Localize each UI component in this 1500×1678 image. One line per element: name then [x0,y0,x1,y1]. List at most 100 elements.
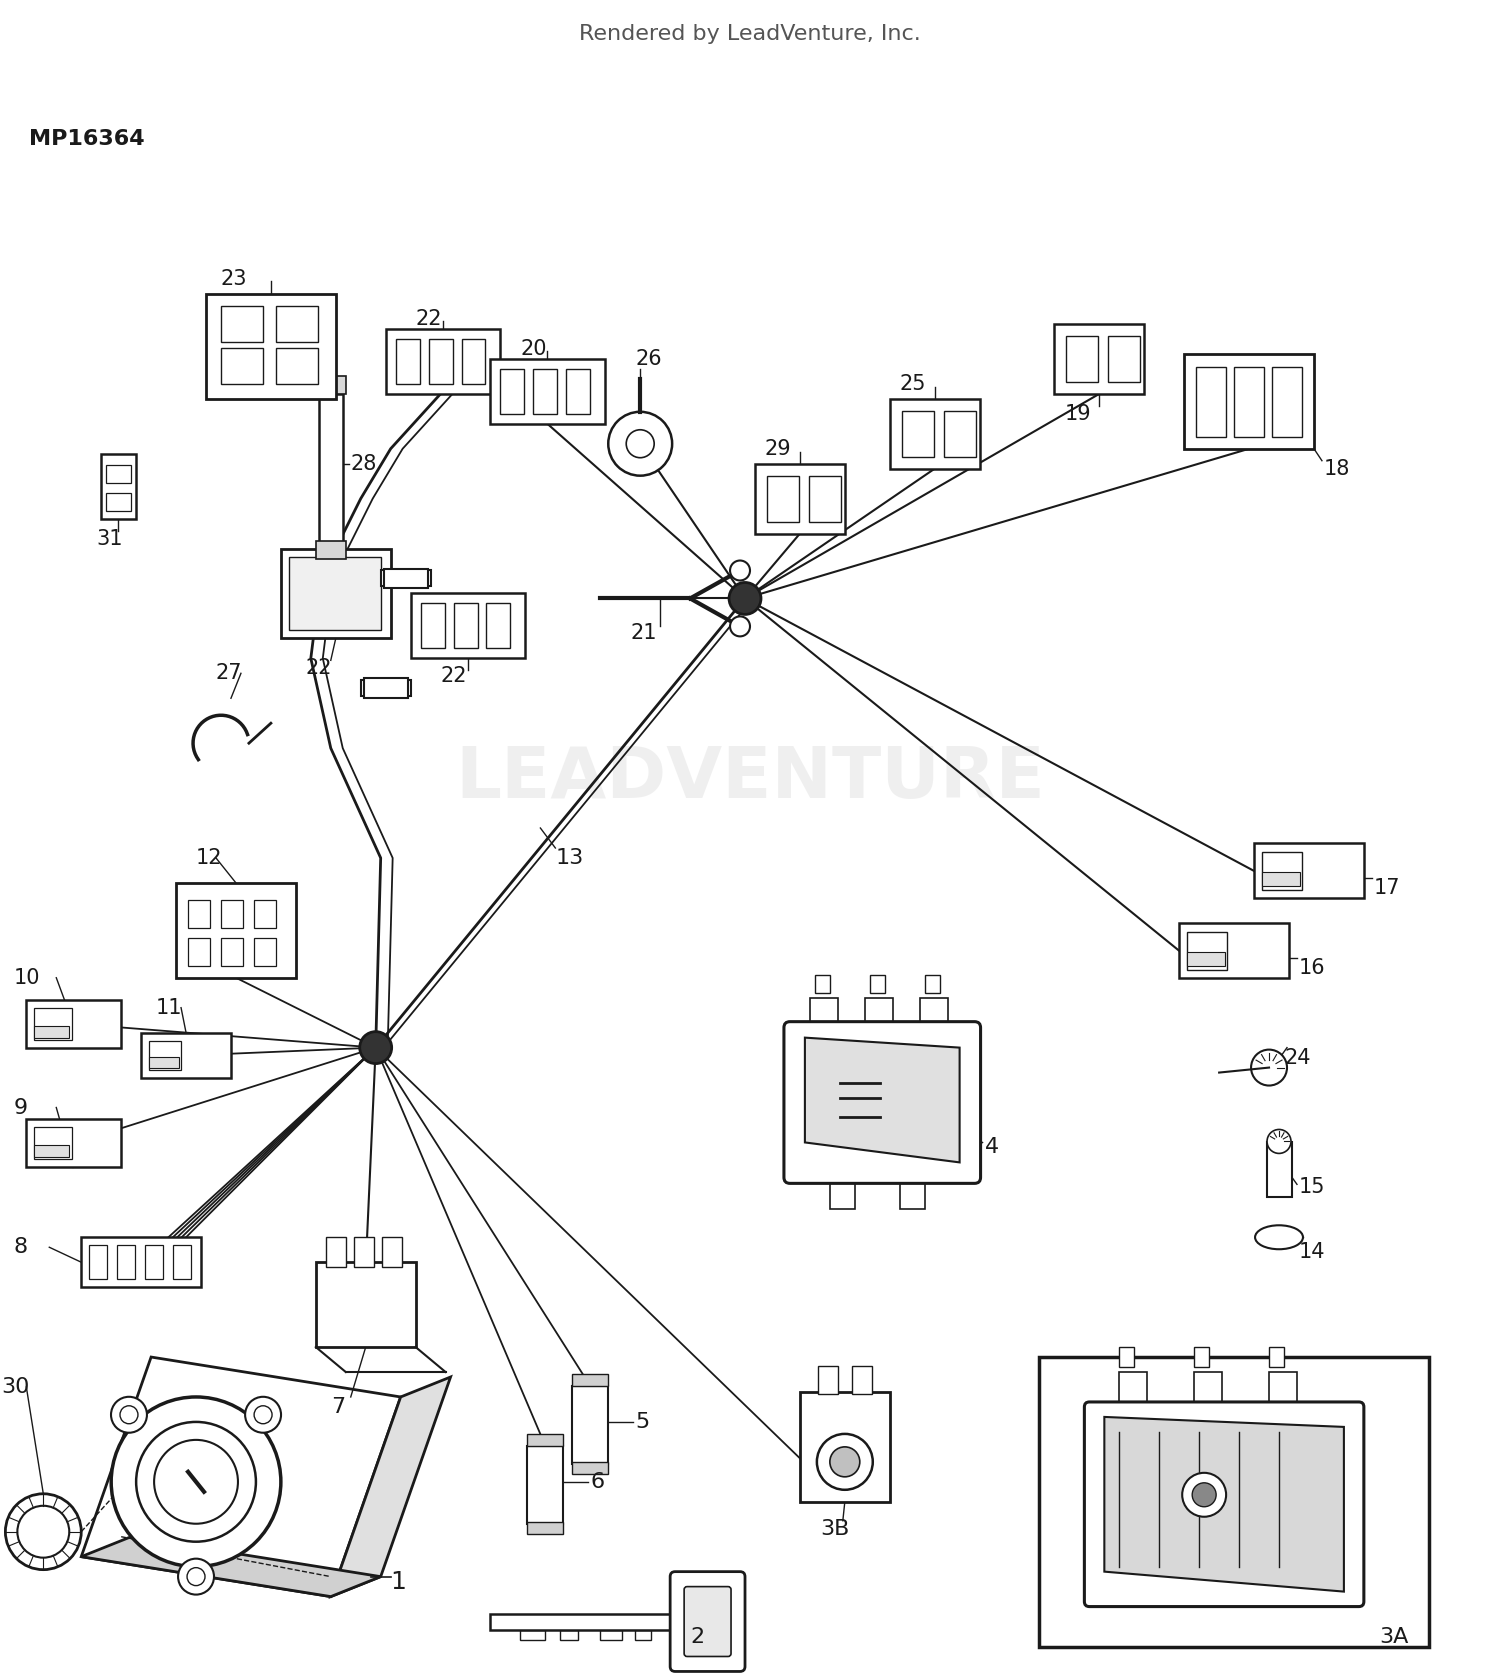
Circle shape [1268,1129,1292,1153]
Bar [1272,367,1302,436]
Bar [27,1119,122,1168]
Bar [870,975,885,993]
Bar [902,411,933,456]
FancyBboxPatch shape [684,1587,730,1656]
Text: 18: 18 [1324,458,1350,478]
Bar [1262,873,1300,886]
Circle shape [244,1396,280,1433]
Bar [316,540,345,559]
Bar [1054,324,1144,394]
Bar [766,475,800,522]
Circle shape [360,1032,392,1064]
Bar [944,411,975,456]
FancyBboxPatch shape [670,1572,746,1671]
Bar [34,1025,69,1037]
13 [366,1037,384,1057]
Bar [852,1366,871,1394]
Bar [520,1629,546,1639]
Bar [396,339,420,384]
Text: 30: 30 [2,1378,30,1398]
Text: 1: 1 [390,1569,406,1594]
Bar [188,938,210,967]
Text: 8: 8 [13,1237,27,1257]
Text: 7: 7 [332,1398,345,1416]
Circle shape [830,1446,860,1477]
Bar [1186,931,1227,970]
Bar [1194,1347,1209,1368]
Circle shape [188,1567,206,1586]
Text: 19: 19 [1065,404,1090,425]
Bar [1040,1358,1428,1646]
Bar [561,1629,579,1639]
Text: 31: 31 [96,529,123,549]
Text: 21: 21 [630,624,657,643]
Bar [754,463,844,534]
Bar [172,1245,190,1279]
Bar [148,1057,178,1067]
Polygon shape [806,1037,960,1163]
Text: 22: 22 [441,666,466,686]
Bar [100,453,136,519]
Bar [220,347,262,384]
Circle shape [111,1398,280,1567]
Bar [567,369,591,414]
Bar [528,1446,564,1524]
Bar [81,1237,201,1287]
Bar [1269,1347,1284,1368]
Bar [1184,354,1314,448]
Text: 24: 24 [1284,1047,1311,1067]
Bar [316,1262,416,1347]
Bar [363,678,408,698]
Bar [573,1386,609,1463]
Circle shape [730,560,750,581]
Bar [326,1237,345,1267]
Bar [462,339,486,384]
Bar [141,1032,231,1077]
Bar [276,347,318,384]
Text: LEADVENTURE: LEADVENTURE [454,743,1046,812]
Text: 3A: 3A [1378,1626,1408,1646]
Circle shape [136,1421,256,1542]
FancyBboxPatch shape [784,1022,981,1183]
Text: 4: 4 [984,1138,999,1158]
Line: 13: 13 [375,599,746,1047]
Bar [420,604,444,648]
Bar [1268,1143,1292,1198]
Bar [534,369,558,414]
Bar [220,899,243,928]
Bar [1262,852,1302,889]
Bar [117,1245,135,1279]
Bar [254,899,276,928]
Polygon shape [490,1614,670,1629]
Bar [634,1629,651,1639]
Text: 28: 28 [351,453,376,473]
Circle shape [6,1493,81,1569]
Circle shape [18,1505,69,1557]
Bar [220,305,262,342]
Text: 5: 5 [634,1411,650,1431]
13 [736,589,754,609]
Bar [600,1629,622,1639]
Bar [573,1462,609,1473]
Bar [384,569,427,589]
Bar [429,339,453,384]
Text: 12: 12 [196,847,222,868]
Text: 11: 11 [156,998,183,1017]
Circle shape [254,1406,272,1423]
Bar [1269,1373,1298,1411]
Bar [501,369,525,414]
Text: 16: 16 [1299,958,1326,978]
Bar [1254,842,1364,898]
Bar [290,557,381,631]
Text: Rendered by LeadVenture, Inc.: Rendered by LeadVenture, Inc. [579,25,921,45]
Bar [830,1175,855,1210]
Bar [528,1435,564,1446]
Circle shape [730,616,750,636]
Circle shape [1192,1483,1216,1507]
Bar [106,465,130,483]
Text: 22: 22 [416,309,442,329]
Bar [206,294,336,399]
Polygon shape [81,1358,401,1596]
Bar [34,1128,72,1159]
Bar [381,1237,402,1267]
